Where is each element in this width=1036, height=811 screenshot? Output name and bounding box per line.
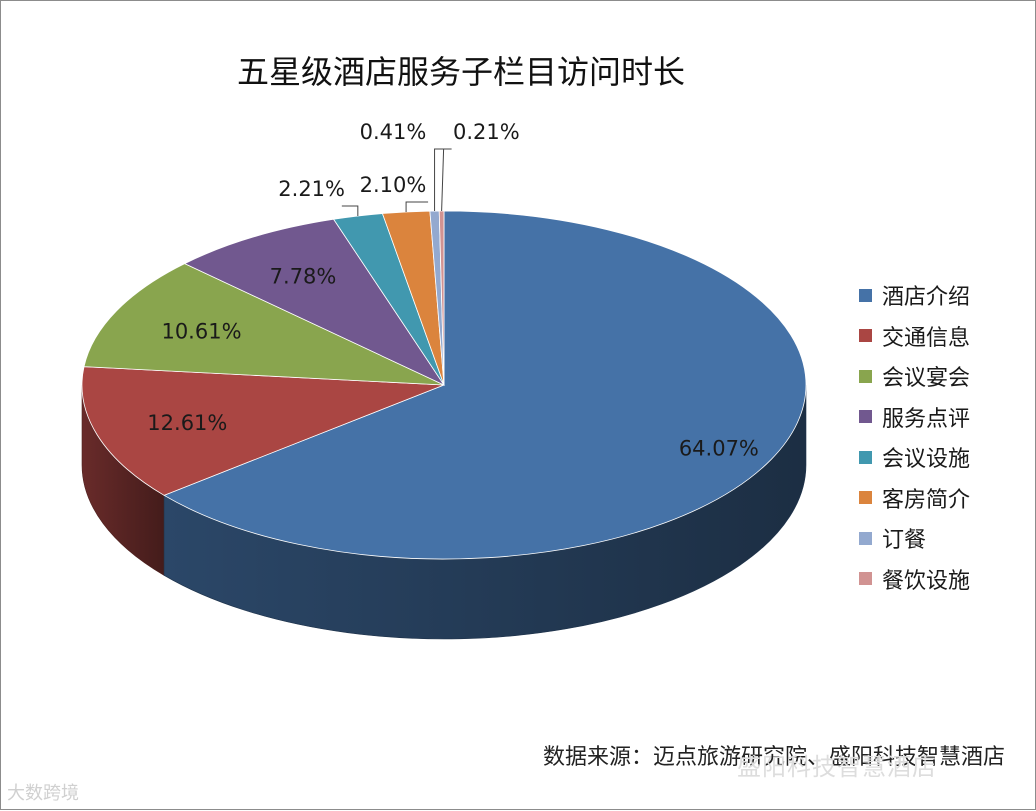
- legend-swatch: [859, 491, 872, 505]
- legend-label: 餐饮设施: [882, 568, 971, 594]
- legend-item: 订餐: [859, 518, 1029, 559]
- data-label-3: 7.78%: [270, 265, 337, 289]
- data-label-1: 12.61%: [147, 411, 227, 435]
- legend-swatch: [859, 410, 872, 424]
- data-label-7: 0.21%: [453, 120, 520, 144]
- data-label-6: 0.41%: [360, 120, 427, 144]
- legend-label: 会议宴会: [882, 366, 971, 392]
- legend-swatch: [859, 450, 872, 464]
- legend-swatch: [859, 572, 872, 586]
- legend-item: 客房简介: [859, 478, 1029, 519]
- data-label-5: 2.10%: [360, 173, 427, 197]
- leader-line-5: [405, 201, 429, 212]
- legend-label: 会议设施: [882, 447, 971, 473]
- legend-label: 客房简介: [882, 487, 971, 513]
- legend-label: 酒店介绍: [882, 285, 971, 311]
- data-label-0: 64.07%: [679, 437, 759, 461]
- legend-item: 酒店介绍: [859, 275, 1029, 316]
- legend-item: 餐饮设施: [859, 559, 1029, 600]
- legend-swatch: [859, 369, 872, 383]
- pie-slice-2: [83, 263, 445, 386]
- data-source-note: 数据来源：迈点旅游研究院、盛阳科技智慧酒店: [542, 745, 1005, 770]
- legend-item: 交通信息: [859, 316, 1029, 357]
- legend: 酒店介绍交通信息会议宴会服务点评会议设施客房简介订餐餐饮设施: [859, 275, 1029, 599]
- pie-slice-1: [81, 366, 445, 496]
- corner-watermark: 大数跨境: [7, 783, 79, 804]
- pie-slice-3: [183, 218, 446, 386]
- legend-label: 订餐: [882, 528, 927, 554]
- data-label-2: 10.61%: [161, 319, 241, 343]
- data-label-4: 2.21%: [278, 177, 345, 201]
- legend-item: 会议设施: [859, 437, 1029, 478]
- legend-swatch: [859, 329, 872, 343]
- watermark-text: 盛阳科技智慧酒店: [737, 753, 937, 781]
- chart-title: 五星级酒店服务子栏目访问时长: [236, 53, 685, 91]
- leader-line-4: [341, 205, 359, 217]
- legend-swatch: [859, 531, 872, 545]
- legend-swatch: [859, 288, 872, 302]
- legend-item: 服务点评: [859, 397, 1029, 438]
- leader-line-7: [441, 148, 452, 212]
- legend-label: 服务点评: [882, 406, 971, 432]
- legend-item: 会议宴会: [859, 356, 1029, 397]
- legend-label: 交通信息: [882, 325, 971, 351]
- pie-slice-0: [163, 210, 807, 560]
